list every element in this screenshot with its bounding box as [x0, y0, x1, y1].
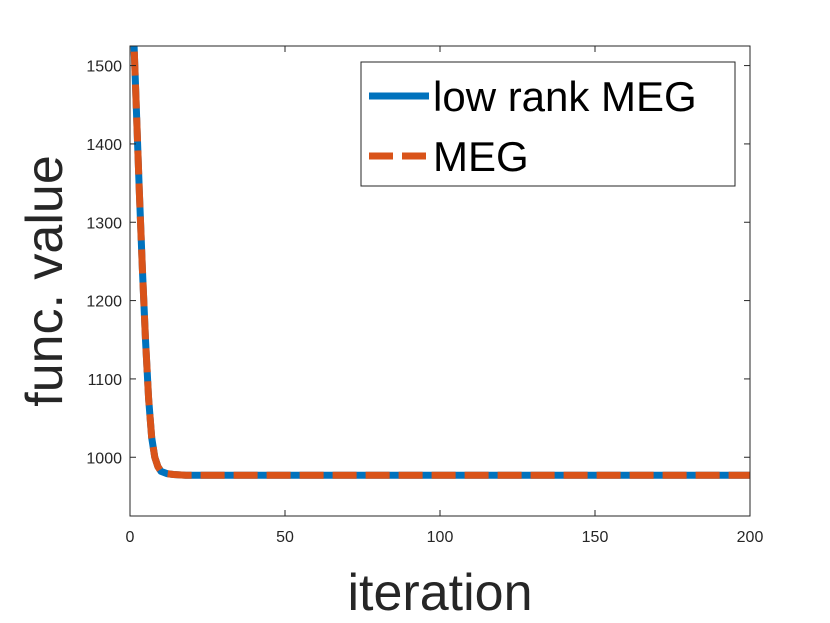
x-tick-label: 150: [582, 529, 609, 546]
legend-label: MEG: [433, 133, 529, 180]
y-tick-label: 1000: [86, 450, 122, 467]
y-tick-label: 1400: [86, 137, 122, 154]
x-tick-label: 100: [427, 529, 454, 546]
legend: low rank MEG MEG: [360, 61, 736, 187]
x-tick-label: 200: [737, 529, 764, 546]
legend-box: [360, 61, 736, 187]
y-tick-label: 1500: [86, 59, 122, 76]
series-line-2: [130, 46, 750, 479]
y-tick-label: 1200: [86, 294, 122, 311]
legend-label: low rank MEG: [433, 73, 697, 120]
x-axis-title: iteration: [348, 564, 533, 622]
x-tick-label: 50: [276, 529, 294, 546]
y-tick-label: 1100: [88, 372, 123, 389]
y-tick-label: 1300: [86, 215, 122, 232]
y-axis-title: func. value: [16, 155, 74, 407]
x-tick-label: 0: [126, 529, 135, 546]
